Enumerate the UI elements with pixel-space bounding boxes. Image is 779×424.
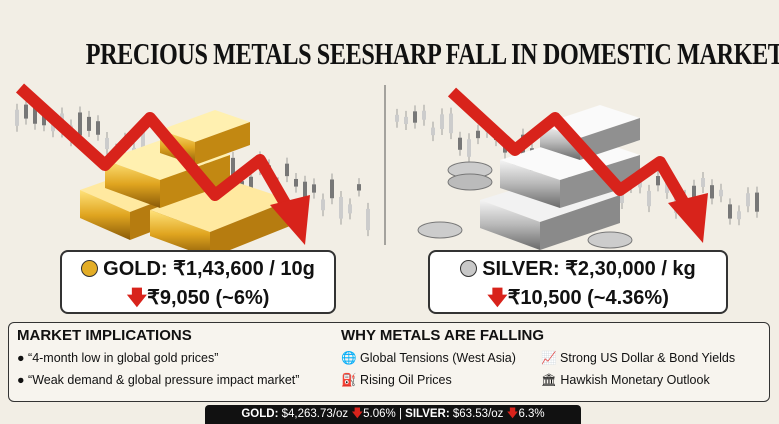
ticker-silver-label: SILVER: — [405, 408, 450, 420]
candle-body — [422, 110, 426, 120]
candle-body — [440, 114, 444, 129]
candle-body — [312, 184, 316, 193]
candle-body — [285, 163, 289, 177]
candle-body — [303, 181, 307, 204]
candle-body — [647, 190, 651, 207]
candle-body — [24, 104, 28, 119]
candle-body — [395, 114, 399, 122]
candle-body — [458, 137, 462, 150]
reasons-heading: WHY METALS ARE FALLING — [341, 327, 545, 344]
reason-text: Hawkish Monetary Outlook — [560, 373, 710, 387]
implication-item: ● “4-month low in global gold prices” — [17, 351, 219, 365]
candle-body — [656, 176, 660, 186]
candle-body — [141, 129, 145, 153]
candle-body — [339, 196, 343, 219]
candle-body — [15, 109, 19, 126]
reason-text: Strong US Dollar & Bond Yields — [560, 351, 736, 365]
candle-body — [710, 185, 714, 199]
silver-change-text: ₹10,500 (~4.36%) — [507, 287, 669, 309]
reason-text: Rising Oil Prices — [360, 373, 452, 387]
candle-body — [404, 116, 408, 125]
gold-price-text: GOLD: ₹1,43,600 / 10g — [103, 258, 315, 280]
implication-text: “Weak demand & global pressure impact ma… — [28, 373, 300, 387]
gold-price-box: GOLD: ₹1,43,600 / 10g 🡇₹9,050 (~6%) — [60, 250, 336, 314]
candle-body — [33, 101, 37, 124]
reason-item: 📈 Strong US Dollar & Bond Yields — [541, 351, 736, 365]
silver-bars — [417, 105, 640, 250]
candle-body — [357, 184, 361, 191]
candle-body — [87, 116, 91, 131]
reason-item: ⛽ Rising Oil Prices — [341, 373, 452, 387]
gold-bars — [80, 110, 290, 258]
candle-body — [467, 139, 471, 157]
candle-body — [701, 178, 705, 187]
implications-heading: MARKET IMPLICATIONS — [17, 327, 192, 344]
gold-change: 🡇₹9,050 (~6%) — [126, 287, 270, 309]
ticker-silver-change: 6.3% — [518, 408, 545, 420]
silver-price-box: SILVER: ₹2,30,000 / kg 🡇₹10,500 (~4.36%) — [428, 250, 728, 314]
implication-item: ● “Weak demand & global pressure impact … — [17, 373, 300, 387]
candle-body — [348, 204, 352, 214]
info-panel: MARKET IMPLICATIONS ● “4-month low in gl… — [8, 322, 770, 402]
reason-item: 🏛 Hawkish Monetary Outlook — [541, 373, 710, 387]
ticker: GOLD: $4,263.73/oz 🡇5.06% | SILVER: $63.… — [205, 405, 581, 424]
candle-body — [755, 192, 759, 212]
ticker-separator: | — [398, 408, 402, 420]
gold-change-text: ₹9,050 (~6%) — [147, 287, 270, 309]
silver-change: 🡇₹10,500 (~4.36%) — [487, 287, 669, 309]
candle-body — [449, 113, 453, 134]
candle-body — [96, 121, 100, 135]
candle-body — [413, 111, 417, 123]
candle-body — [719, 189, 723, 197]
candle-body — [330, 179, 334, 199]
candle-body — [746, 193, 750, 207]
silver-price-text: SILVER: ₹2,30,000 / kg — [482, 258, 696, 280]
gold-price: GOLD: ₹1,43,600 / 10g — [62, 256, 334, 281]
candle-body — [366, 208, 370, 231]
down-arrows — [15, 83, 708, 245]
candle-body — [476, 130, 480, 139]
candle-body — [249, 176, 253, 195]
candle-body — [78, 112, 82, 136]
silver-price: SILVER: ₹2,30,000 / kg — [430, 256, 726, 281]
candle-body — [737, 211, 741, 220]
reason-item: 🌐 Global Tensions (West Asia) — [341, 351, 516, 365]
ticker-gold-change: 5.06% — [363, 408, 396, 420]
title: PRECIOUS METALS SEESHARP FALL IN DOMESTI… — [85, 36, 779, 71]
candle-body — [51, 123, 55, 132]
candle-body — [231, 157, 235, 178]
ticker-gold-label: GOLD: — [241, 408, 279, 420]
candle-body — [431, 127, 435, 136]
candle-body — [294, 178, 298, 187]
candle-body — [728, 204, 732, 219]
ticker-gold-price: $4,263.73/oz — [281, 408, 349, 420]
implication-text: “4-month low in global gold prices” — [28, 351, 219, 365]
candle-body — [42, 114, 46, 126]
candle-body — [105, 137, 109, 150]
candle-body — [321, 199, 325, 211]
reason-text: Global Tensions (West Asia) — [360, 351, 516, 365]
ticker-silver-price: $63.53/oz — [452, 408, 504, 420]
